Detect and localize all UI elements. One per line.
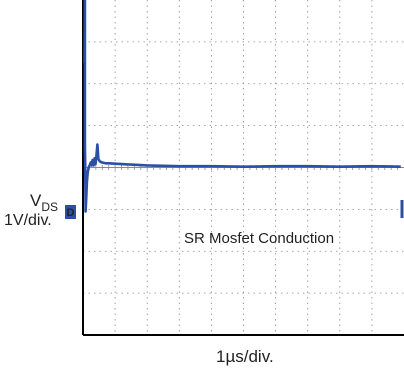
vertical-scale-label: 1V/div. bbox=[4, 212, 52, 229]
channel-label-main: V bbox=[30, 191, 42, 210]
channel-label-subscript: DS bbox=[41, 200, 58, 214]
grid bbox=[83, 0, 404, 335]
channel-label: VDS bbox=[30, 191, 58, 214]
horizontal-scale-label: 1µs/div. bbox=[216, 347, 274, 366]
channel-marker-label: D bbox=[67, 207, 75, 219]
annotation-label: SR Mosfet Conduction bbox=[184, 230, 334, 247]
vds-waveform-trace bbox=[83, 0, 401, 213]
channel-marker-box bbox=[65, 205, 76, 219]
